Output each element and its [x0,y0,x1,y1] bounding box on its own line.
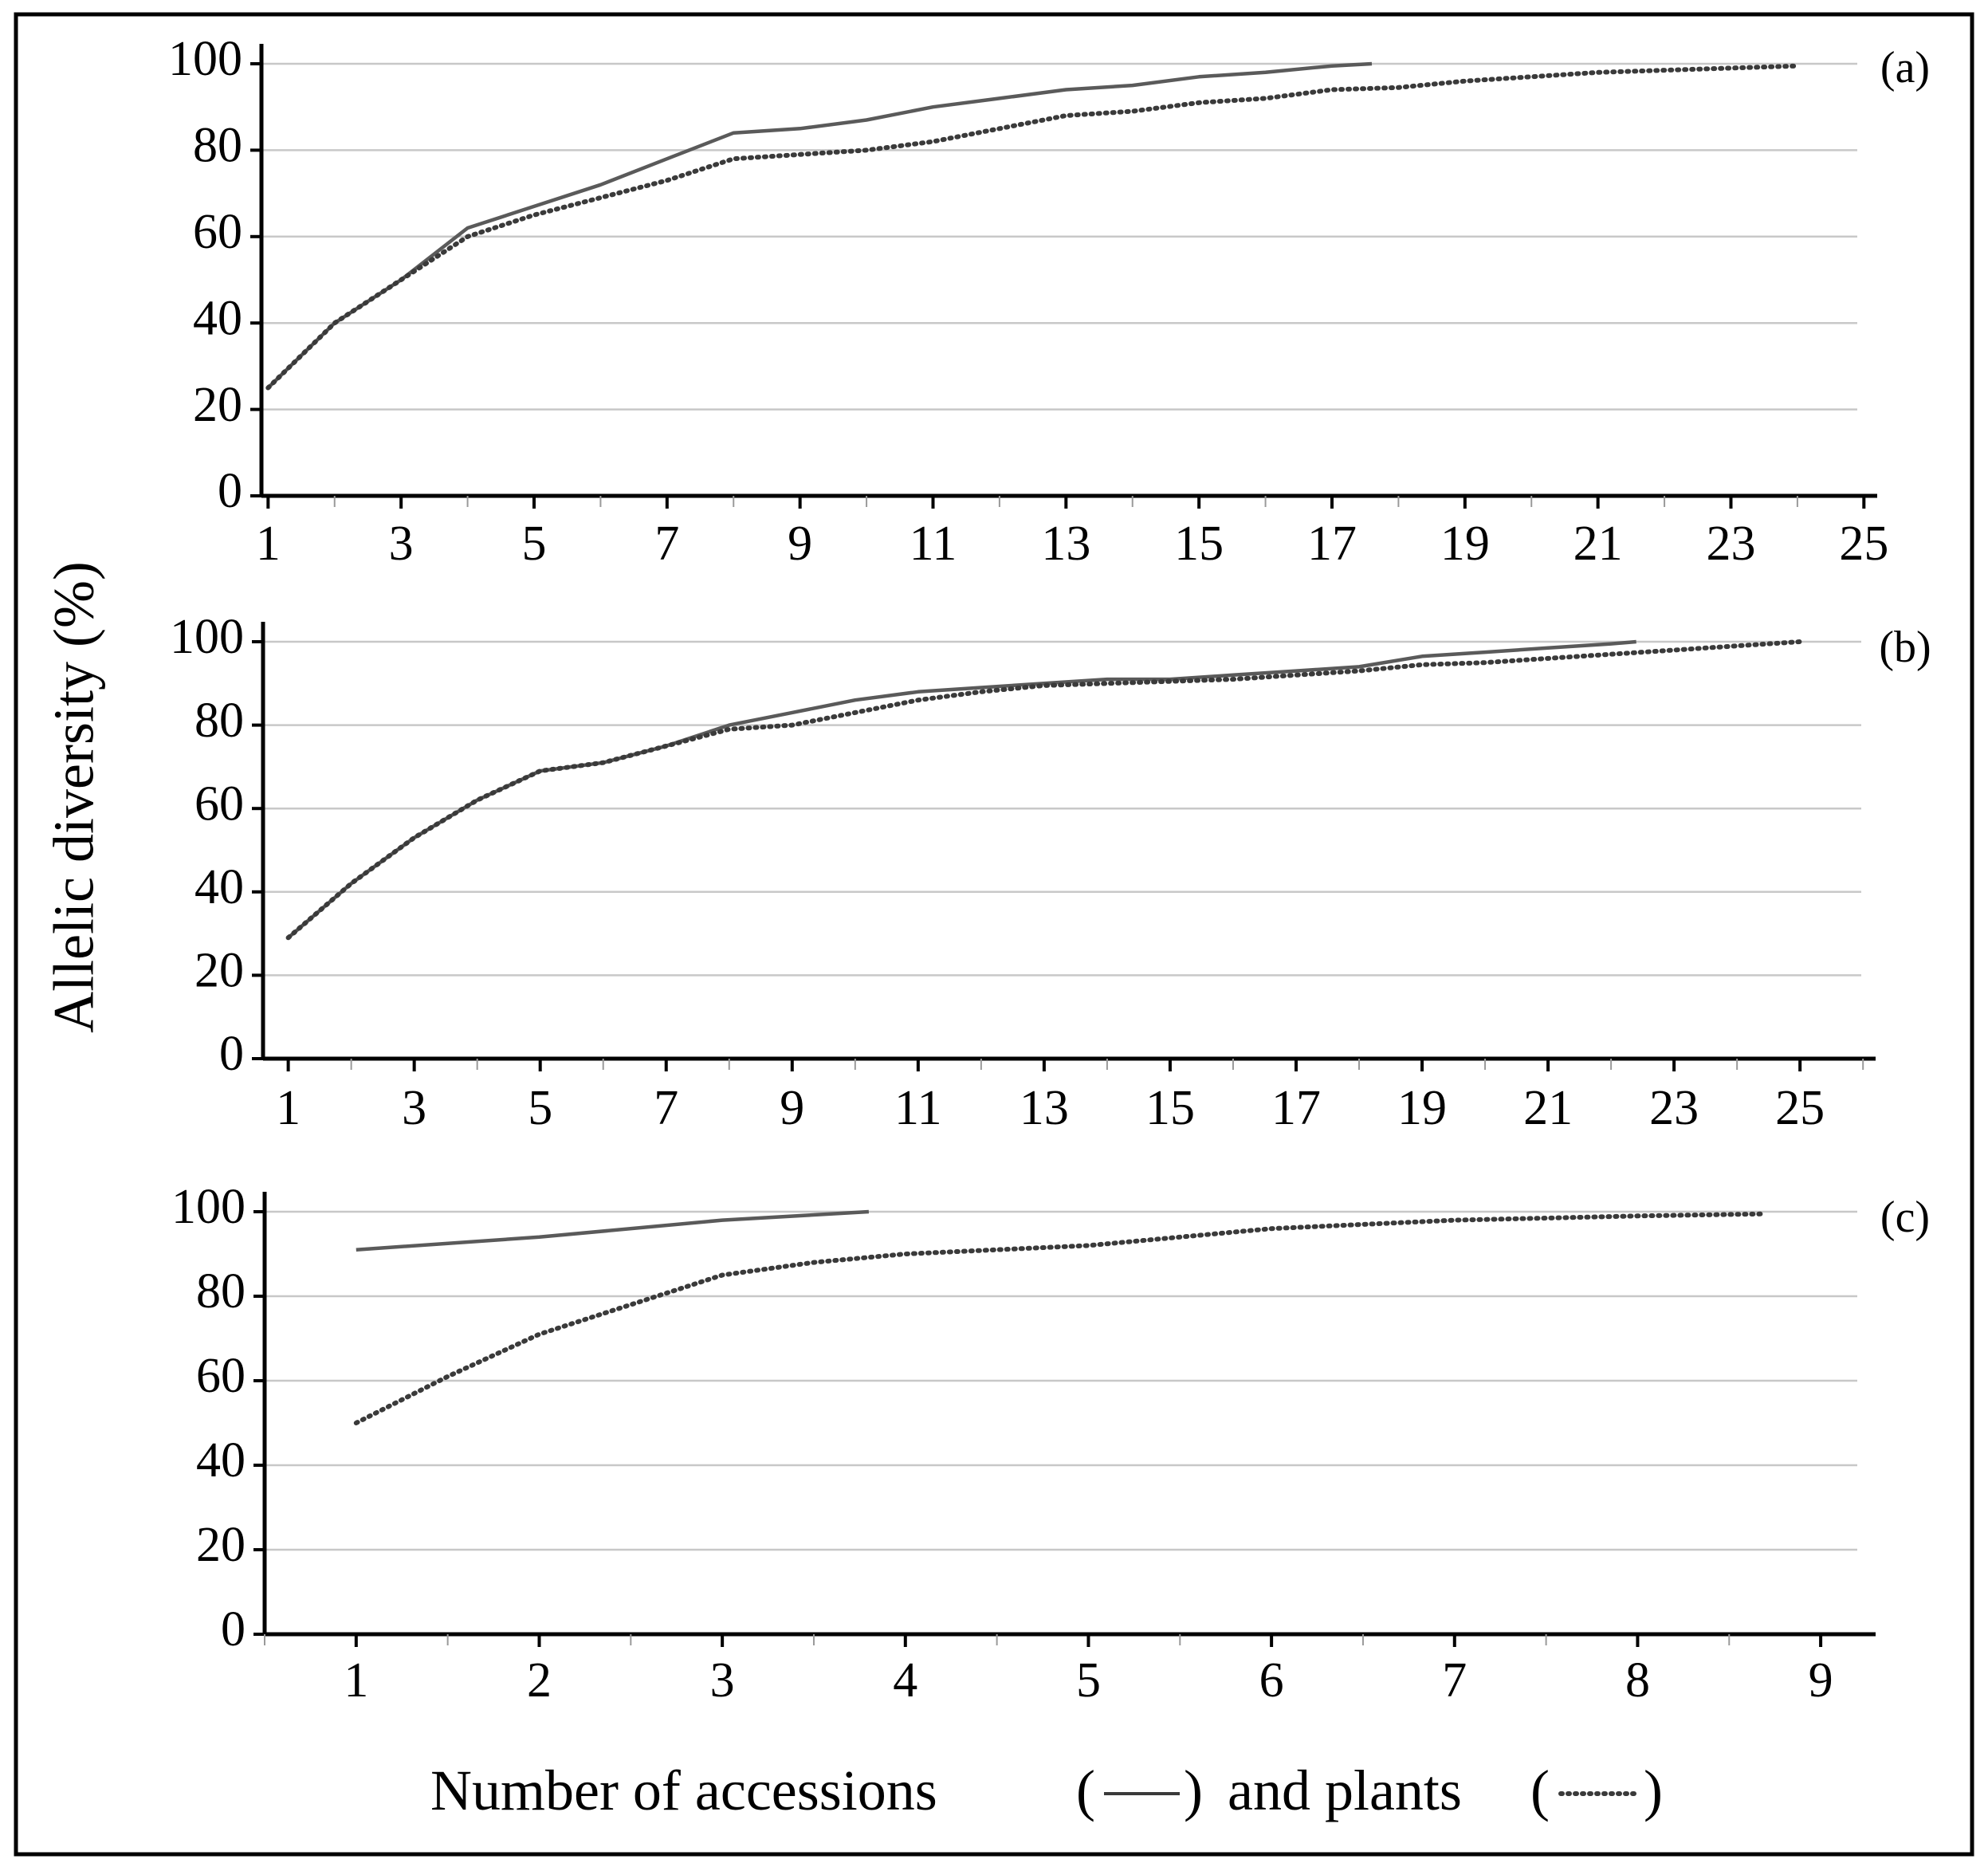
y-tick-label: 80 [194,694,244,748]
y-axis-title: Allelic diversity (%) [42,561,106,1033]
x-tick-label: 15 [1174,517,1224,571]
panel-label: (b) [1879,623,1931,672]
y-tick-label: 80 [196,1264,246,1319]
x-axis-title-open-paren-2: ( [1530,1759,1550,1822]
y-tick-label: 100 [168,32,242,86]
x-tick-label: 15 [1145,1081,1195,1135]
x-axis-title-close-paren-2: ) [1644,1759,1663,1822]
accessions-series-line [266,61,1373,390]
plants-series-line [265,63,1800,391]
x-tick-label: 7 [1442,1653,1467,1708]
panel-c: 0 20 40 60 80 100 1 2 3 4 5 6 7 8 9 (c) [171,1180,1930,1708]
y-tick-label: 40 [196,1433,246,1488]
x-tick-label: 25 [1775,1081,1825,1135]
y-tick-label: 60 [196,1349,246,1403]
x-tick-label: 11 [894,1081,942,1135]
plants-series-line [353,1211,1769,1425]
x-axis-title-close-paren-1: ) [1184,1759,1203,1822]
y-tick-label: 100 [171,1180,246,1234]
panel-label: (c) [1880,1193,1930,1242]
x-tick-label: 21 [1523,1081,1573,1135]
x-tick-label: 9 [780,1081,804,1135]
y-tick-label: 40 [194,860,244,914]
x-tick-label: 13 [1041,517,1090,571]
accessions-series-line [287,639,1636,940]
x-tick-label: 5 [1076,1653,1101,1708]
x-tick-label: 4 [893,1653,917,1708]
x-tick-label: 1 [256,517,281,571]
x-tick-label: 8 [1625,1653,1650,1708]
y-tick-label: 0 [218,464,242,518]
x-tick-label: 23 [1706,517,1755,571]
x-tick-label: 2 [527,1653,552,1708]
x-tick-label: 25 [1839,517,1888,571]
x-tick-label: 17 [1271,1081,1321,1135]
x-tick-label: 13 [1020,1081,1069,1135]
x-tick-label: 7 [654,1081,678,1135]
y-tick-label: 0 [219,1027,244,1081]
x-tick-label: 1 [344,1653,368,1708]
x-tick-label: 9 [788,517,812,571]
x-tick-label: 1 [276,1081,301,1135]
x-tick-label: 5 [522,517,547,571]
x-axis-title-plants: and plants [1228,1759,1462,1822]
y-tick-label: 20 [193,378,242,432]
y-tick-label: 40 [193,291,242,345]
x-axis-title-open-paren-1: ( [1076,1759,1095,1822]
x-tick-label: 6 [1259,1653,1284,1708]
y-tick-label: 80 [193,119,242,173]
y-tick-label: 20 [196,1518,246,1572]
y-tick-label: 20 [194,944,244,998]
y-tick-label: 60 [194,776,244,831]
figure-frame [14,12,1974,1857]
x-tick-label: 19 [1440,517,1490,571]
x-tick-label: 5 [528,1081,552,1135]
x-axis-title-accessions: Number of accessions [430,1759,937,1822]
x-tick-label: 7 [654,517,679,571]
accessions-series-line [356,1209,870,1252]
x-tick-label: 3 [402,1081,426,1135]
y-tick-label: 0 [221,1602,246,1657]
x-axis-title: Number of accessions ( ) and plants ( ) [430,1759,1663,1822]
x-tick-label: 11 [910,517,957,571]
x-tick-label: 9 [1809,1653,1833,1708]
x-tick-label: 23 [1649,1081,1699,1135]
x-tick-label: 21 [1574,517,1623,571]
panel-label: (a) [1880,43,1930,92]
y-tick-label: 100 [170,610,244,664]
x-tick-label: 19 [1397,1081,1447,1135]
x-tick-label: 17 [1307,517,1357,571]
x-tick-label: 3 [389,517,414,571]
plants-series-line [285,639,1803,941]
y-tick-label: 60 [193,205,242,259]
x-tick-label: 3 [710,1653,735,1708]
